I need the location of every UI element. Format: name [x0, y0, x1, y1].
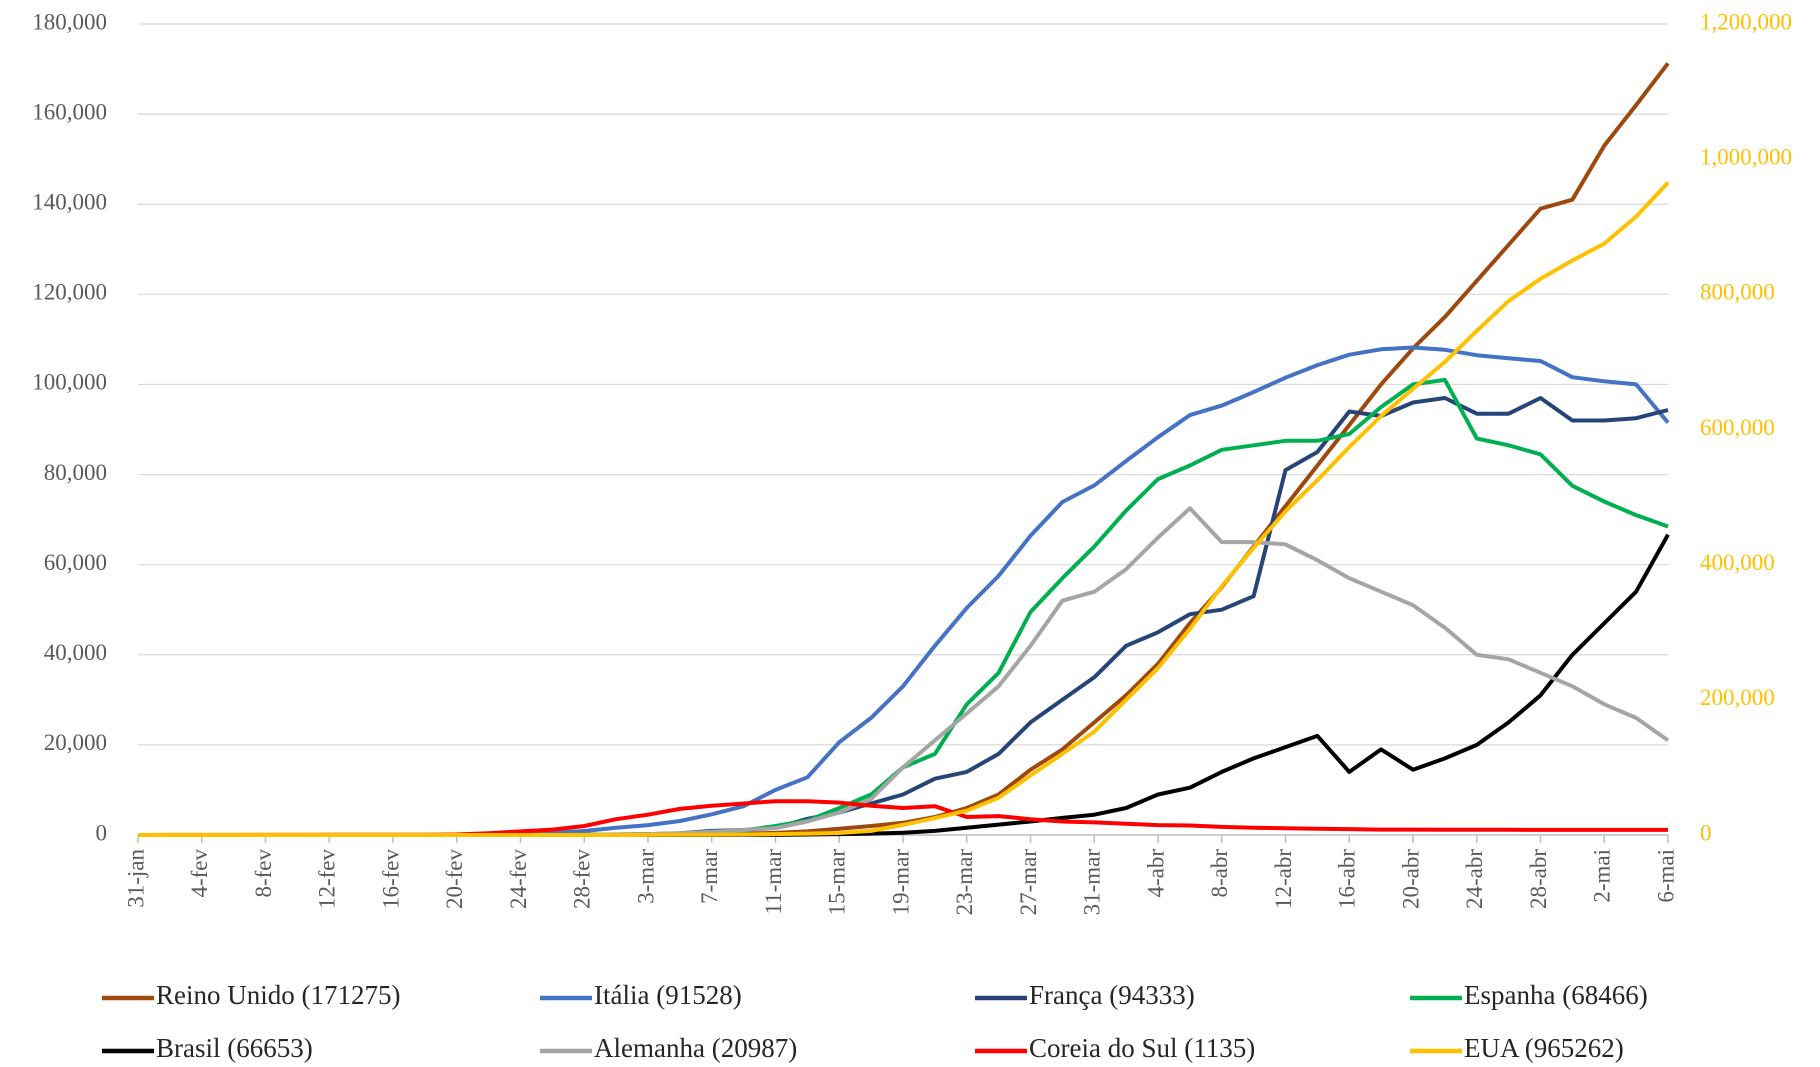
x-tick-label: 31-jan [123, 849, 148, 908]
legend-label: EUA (965262) [1464, 1033, 1624, 1063]
series-line [138, 506, 1670, 837]
y-tick-label: 60,000 [44, 550, 107, 575]
y2-tick-label: 800,000 [1700, 280, 1775, 305]
x-tick-label: 20-fev [442, 849, 467, 910]
x-tick-label: 24-fev [506, 849, 531, 910]
y2-tick-label: 1,200,000 [1700, 9, 1792, 34]
series-line [138, 62, 1670, 837]
legend-label: França (94333) [1029, 980, 1195, 1010]
x-tick-label: 8-abr [1207, 849, 1232, 898]
y-tick-label: 120,000 [32, 280, 107, 305]
legend-label: Espanha (68466) [1464, 980, 1648, 1010]
x-tick-label: 12-fev [315, 849, 340, 910]
x-tick-label: 15-mar [825, 849, 850, 916]
y2-tick-label: 400,000 [1700, 550, 1775, 575]
y-tick-label: 20,000 [44, 730, 107, 755]
x-tick-label: 12-abr [1271, 849, 1296, 909]
y2-tick-label: 1,000,000 [1700, 144, 1792, 169]
x-tick-label: 19-mar [888, 849, 913, 916]
x-tick-label: 16-fev [378, 849, 403, 910]
x-tick-label: 7-mar [697, 849, 722, 904]
y-tick-label: 140,000 [32, 190, 107, 215]
x-tick-label: 28-fev [570, 849, 595, 910]
x-tick-label: 23-mar [952, 849, 977, 916]
x-tick-label: 24-abr [1462, 849, 1487, 909]
legend-label: Coreia do Sul (1135) [1029, 1033, 1255, 1063]
y-tick-label: 180,000 [32, 9, 107, 34]
x-tick-label: 11-mar [761, 849, 786, 915]
legend-label: Brasil (66653) [156, 1033, 313, 1063]
y-tick-label: 0 [96, 820, 108, 845]
x-tick-label: 28-abr [1526, 849, 1551, 909]
series-line [138, 181, 1670, 837]
legend-label: Alemanha (20987) [594, 1033, 797, 1063]
y-tick-label: 100,000 [32, 370, 107, 395]
x-tick-label: 27-mar [1016, 849, 1041, 916]
x-tick-label: 3-mar [633, 849, 658, 904]
series-line [137, 799, 1668, 837]
x-tick-label: 2-mai [1590, 849, 1615, 903]
y2-tick-label: 200,000 [1700, 685, 1775, 710]
y-tick-label: 40,000 [44, 640, 107, 665]
x-tick-label: 31-mar [1080, 849, 1105, 916]
x-tick-label: 8-fev [251, 849, 276, 898]
x-tick-label: 4-fev [187, 849, 212, 898]
x-tick-label: 6-mai [1653, 849, 1678, 903]
y2-tick-label: 600,000 [1700, 415, 1775, 440]
legend-label: Reino Unido (171275) [156, 980, 400, 1010]
legend-label: Itália (91528) [594, 980, 742, 1010]
y-tick-label: 80,000 [44, 460, 107, 485]
x-tick-label: 20-abr [1398, 849, 1423, 909]
y2-tick-label: 0 [1700, 820, 1712, 845]
x-tick-label: 16-abr [1335, 849, 1360, 909]
y-tick-label: 160,000 [32, 99, 107, 124]
x-tick-label: 4-abr [1143, 849, 1168, 898]
